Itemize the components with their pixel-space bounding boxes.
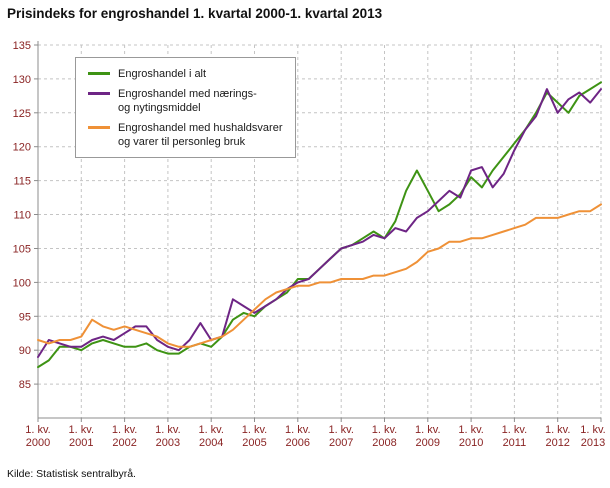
x-tick-label-quarter: 1. kv. [155,424,180,436]
legend-swatch-total-line [88,72,110,75]
y-tick-label: 100 [13,277,31,289]
x-tick-label-quarter: 1. kv. [25,424,50,436]
source-note: Kilde: Statistisk sentralbyrå. [7,468,136,480]
x-tick-label-year: 2012 [545,437,569,449]
legend-swatch-household-line [88,126,110,129]
x-tick-label-year: 2006 [286,437,310,449]
y-tick-label: 135 [13,40,31,52]
y-tick-label: 125 [13,108,31,120]
y-tick-label: 85 [19,379,31,391]
x-tick-label-quarter: 1. kv. [372,424,397,436]
x-tick-label-year: 2013 [581,437,605,449]
y-tick-label: 105 [13,244,31,256]
x-tick-label-quarter: 1. kv. [545,424,570,436]
x-tick-label-quarter: 1. kv. [69,424,94,436]
legend-label-line: og nytingsmiddel [118,102,201,114]
x-tick-label-year: 2008 [372,437,396,449]
legend-item-food-beverages: Engroshandel med nærings- og nytingsmidd… [88,87,283,115]
x-tick-label-year: 2003 [156,437,180,449]
y-tick-label: 115 [13,176,31,188]
x-tick-label-quarter: 1. kv. [328,424,353,436]
x-tick-label-year: 2002 [112,437,136,449]
x-tick-label-year: 2004 [199,437,223,449]
legend-label-line: og varer til personleg bruk [118,136,246,148]
x-tick-label-quarter: 1. kv. [502,424,527,436]
legend-item-household-goods: Engroshandel med hushaldsvarer og varer … [88,121,283,149]
x-tick-label-year: 2007 [329,437,353,449]
y-tick-label: 90 [19,345,31,357]
x-tick-label-year: 2000 [26,437,50,449]
x-tick-label-year: 2001 [69,437,93,449]
x-tick-label-quarter: 1. kv. [580,424,605,436]
legend-label-total: Engroshandel i alt [118,67,206,81]
legend-label-line: Engroshandel i alt [118,68,207,80]
legend-label-food-beverages: Engroshandel med nærings- og nytingsmidd… [118,87,257,115]
legend-label-household-goods: Engroshandel med hushaldsvarer og varer … [118,121,283,149]
y-tick-label: 130 [13,74,31,86]
y-tick-label: 110 [13,210,31,222]
y-tick-label: 120 [13,142,31,154]
x-tick-label-year: 2005 [242,437,266,449]
x-tick-label-quarter: 1. kv. [415,424,440,436]
chart-legend: Engroshandel i alt Engroshandel med næri… [75,57,296,158]
series-line-household-goods [37,203,602,348]
x-tick-label-quarter: 1. kv. [242,424,267,436]
x-tick-label-year: 2010 [459,437,483,449]
x-tick-label-quarter: 1. kv. [458,424,483,436]
legend-label-line: Engroshandel med nærings- [118,88,257,100]
x-tick-label-quarter: 1. kv. [198,424,223,436]
legend-item-total: Engroshandel i alt [88,67,283,81]
legend-swatch-food-line [88,92,110,95]
legend-label-line: Engroshandel med hushaldsvarer [118,122,283,134]
gridlines [38,44,602,418]
y-tick-labels: 85 90 95 100 105 110 115 120 125 130 135 [13,40,31,391]
x-tick-label-year: 2009 [416,437,440,449]
chart-title: Prisindeks for engroshandel 1. kvartal 2… [7,6,383,21]
x-tick-label-quarter: 1. kv. [112,424,137,436]
y-tick-label: 95 [19,311,31,323]
x-tick-label-year: 2011 [503,437,527,449]
x-tick-label-quarter: 1. kv. [285,424,310,436]
